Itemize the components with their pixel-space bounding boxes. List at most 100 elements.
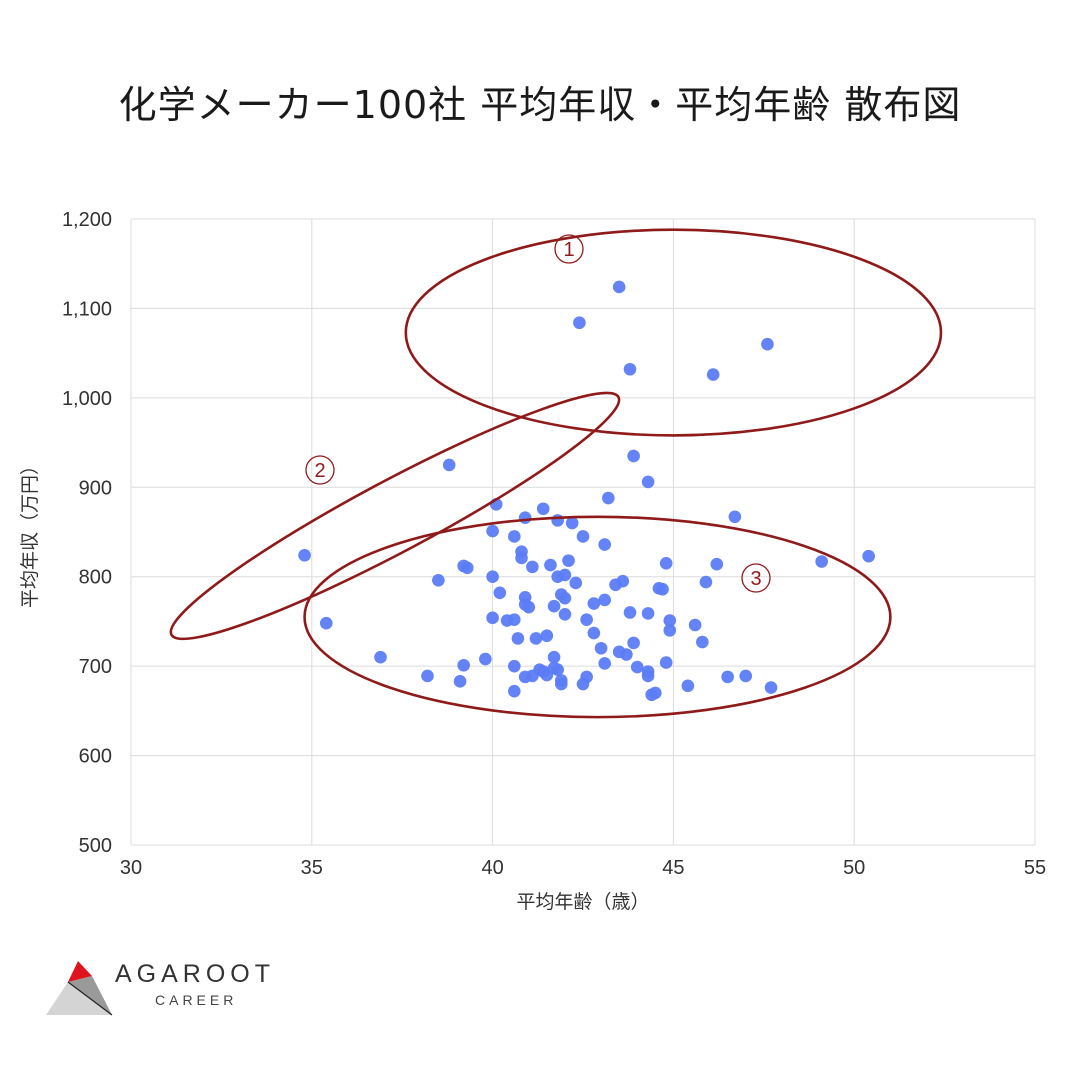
data-point xyxy=(518,511,532,524)
data-point xyxy=(641,607,655,620)
data-point xyxy=(460,561,474,575)
annotation-ellipses: 1 2 3 xyxy=(169,228,943,719)
data-point xyxy=(298,548,311,562)
annotation-number: 2 xyxy=(314,460,325,482)
data-point xyxy=(432,573,445,587)
data-point xyxy=(522,600,536,614)
data-points xyxy=(298,280,875,702)
data-point xyxy=(656,582,669,596)
data-point xyxy=(815,555,828,568)
x-tick-label: 35 xyxy=(301,857,323,879)
data-point xyxy=(862,549,875,563)
data-point xyxy=(493,586,507,600)
data-point xyxy=(551,514,564,527)
data-point xyxy=(659,656,673,669)
data-point xyxy=(511,632,525,645)
annotation-number-circle xyxy=(741,563,771,593)
data-point xyxy=(721,670,734,684)
data-point xyxy=(486,570,499,584)
data-point xyxy=(663,614,677,627)
x-tick-label: 55 xyxy=(1024,857,1046,879)
y-tick-label: 800 xyxy=(79,567,112,589)
data-point xyxy=(587,597,601,610)
y-tick-label: 700 xyxy=(79,656,112,678)
data-point xyxy=(764,681,778,694)
annotation-number-circle xyxy=(554,234,584,264)
data-point xyxy=(544,558,557,572)
data-point xyxy=(547,661,561,675)
y-tick-label: 500 xyxy=(79,835,112,857)
logo-wordmark: AGAROOT xyxy=(115,960,276,988)
x-tick-label: 40 xyxy=(481,857,503,879)
data-point xyxy=(374,650,387,664)
data-point xyxy=(598,538,611,551)
y-tick-label: 900 xyxy=(79,477,112,499)
data-point xyxy=(319,616,333,630)
data-point xyxy=(486,611,499,625)
data-point xyxy=(529,632,543,645)
data-point xyxy=(515,551,528,565)
x-tick-label: 45 xyxy=(662,857,684,879)
data-point xyxy=(594,641,608,655)
data-point xyxy=(620,648,633,661)
annotation-number: 3 xyxy=(750,568,761,590)
data-point xyxy=(547,599,561,613)
y-tick-label: 1,100 xyxy=(62,298,112,320)
annotation-number-circle xyxy=(305,455,335,485)
data-point xyxy=(681,679,695,693)
data-point xyxy=(623,606,637,619)
data-point xyxy=(739,669,753,683)
data-point xyxy=(442,458,456,472)
annotation-ellipse xyxy=(303,515,892,719)
data-point xyxy=(699,575,713,589)
data-point xyxy=(587,626,601,640)
data-point xyxy=(627,449,640,463)
y-axis-label: 平均年収（万円） xyxy=(19,456,41,608)
data-point xyxy=(598,657,611,670)
data-point xyxy=(710,557,724,571)
data-point xyxy=(728,510,742,524)
data-point xyxy=(486,524,499,538)
x-axis-label: 平均年齢（歳） xyxy=(516,891,649,913)
data-point xyxy=(616,574,630,588)
data-point xyxy=(507,659,521,673)
data-point xyxy=(479,652,492,666)
agaroot-logo-icon xyxy=(46,961,113,1016)
data-point xyxy=(576,530,590,543)
data-point xyxy=(565,516,579,530)
data-point xyxy=(602,491,615,505)
data-point xyxy=(558,591,572,605)
logo-subtitle: CAREER xyxy=(155,992,238,1008)
data-point xyxy=(688,618,702,632)
data-point xyxy=(659,557,673,570)
data-point xyxy=(630,660,644,674)
data-point xyxy=(540,629,554,643)
data-point xyxy=(627,636,640,650)
data-point xyxy=(761,337,774,351)
data-point xyxy=(507,684,521,698)
data-point xyxy=(507,530,521,543)
annotation-number: 1 xyxy=(563,239,574,261)
data-point xyxy=(641,475,655,489)
chart-title: 化学メーカー100社 平均年収・平均年齢 散布図 xyxy=(118,83,962,127)
x-axis-ticks: 30 35 40 45 50 55 xyxy=(120,857,1046,879)
data-point xyxy=(526,560,539,574)
annotation-ellipse xyxy=(169,391,621,641)
data-point xyxy=(623,362,637,376)
data-point xyxy=(558,607,572,621)
data-point xyxy=(558,568,572,582)
data-point xyxy=(649,686,662,700)
data-point xyxy=(696,635,709,649)
data-point xyxy=(706,368,720,381)
data-point xyxy=(562,554,575,567)
data-point xyxy=(453,675,467,688)
data-point xyxy=(507,613,521,626)
y-axis-ticks: 500 600 700 800 900 1,000 1,100 1,200 xyxy=(62,209,112,857)
data-point xyxy=(457,658,470,672)
annotation-ellipse xyxy=(404,228,943,437)
data-point xyxy=(580,613,593,626)
data-point xyxy=(576,677,590,691)
data-point xyxy=(569,576,583,590)
y-tick-label: 600 xyxy=(79,746,112,768)
data-point xyxy=(663,624,677,637)
